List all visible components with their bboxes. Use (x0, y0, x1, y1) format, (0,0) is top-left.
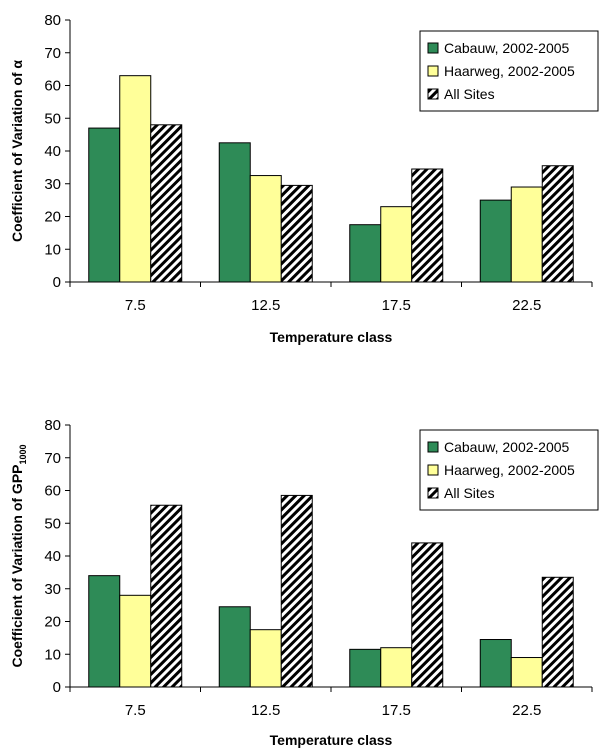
legend-label: Cabauw, 2002-2005 (444, 40, 570, 56)
y-tick-label: 10 (44, 241, 61, 258)
y-tick-label: 40 (44, 548, 61, 565)
y-tick-label: 40 (44, 143, 61, 160)
bar-haarweg-22-5 (510, 657, 543, 688)
x-tick-label: 7.5 (125, 702, 146, 719)
y-tick-label: 70 (44, 45, 61, 62)
bar-all-sites-7-5 (150, 504, 183, 688)
bar-haarweg-22-5 (510, 186, 543, 283)
x-tick-label: 22.5 (512, 297, 541, 314)
legend-label: All Sites (444, 485, 495, 501)
legend-swatch-haarweg (427, 464, 439, 476)
bar-haarweg-17-5 (380, 206, 413, 283)
legend-label: Cabauw, 2002-2005 (444, 439, 570, 455)
bar-haarweg-12-5 (249, 629, 282, 688)
y-tick-label: 0 (53, 679, 61, 696)
legend-label: Haarweg, 2002-2005 (444, 63, 575, 79)
bar-cabauw-7-5 (88, 127, 121, 283)
bar-all-sites-7-5 (150, 124, 183, 283)
y-tick-label: 50 (44, 515, 61, 532)
y-axis-title-text: Coefficient of Variation of GPP (9, 465, 25, 668)
y-tick-label: 10 (44, 646, 61, 663)
y-axis-title-text: Coefficient of Variation of α (9, 60, 25, 242)
bar-haarweg-7-5 (119, 594, 152, 688)
x-tick-label: 12.5 (251, 297, 280, 314)
x-tick-label: 12.5 (251, 702, 280, 719)
bar-all-sites-17-5 (411, 168, 444, 283)
x-tick-label: 7.5 (125, 297, 146, 314)
bar-cabauw-12-5 (218, 606, 251, 688)
bar-all-sites-22-5 (541, 165, 574, 283)
bar-cabauw-12-5 (218, 142, 251, 283)
bar-haarweg-12-5 (249, 175, 282, 283)
x-tick-label: 17.5 (382, 702, 411, 719)
y-tick-label: 20 (44, 209, 61, 226)
bar-cabauw-17-5 (349, 224, 382, 283)
y-tick-label: 50 (44, 110, 61, 127)
y-tick-label: 60 (44, 78, 61, 95)
legend-swatch-all-sites (427, 88, 439, 100)
legend-swatch-cabauw (427, 441, 439, 453)
legend-box (419, 30, 599, 112)
legend-swatch-cabauw (427, 42, 439, 54)
bar-all-sites-12-5 (280, 184, 313, 283)
y-axis-title-subscript: 1000 (18, 444, 28, 464)
bar-all-sites-22-5 (541, 576, 574, 688)
bar-cabauw-17-5 (349, 648, 382, 688)
y-tick-label: 30 (44, 176, 61, 193)
x-tick-label: 22.5 (512, 702, 541, 719)
legend-box (419, 429, 599, 511)
bar-cabauw-7-5 (88, 575, 121, 688)
bar-cabauw-22-5 (479, 639, 512, 688)
legend-swatch-all-sites (427, 487, 439, 499)
y-tick-label: 60 (44, 483, 61, 500)
chart-gpp: 0 10 20 30 40 50 60 70 80 7.5 12.5 17.5 22.5 Temperat… (9, 417, 599, 748)
legend-label: Haarweg, 2002-2005 (444, 462, 575, 478)
legend-swatch-haarweg (427, 65, 439, 77)
bar-all-sites-12-5 (280, 494, 313, 688)
bar-haarweg-17-5 (380, 647, 413, 688)
y-axis-title: Coefficient of Variation of GPP1000 (9, 444, 28, 667)
y-tick-label: 30 (44, 581, 61, 598)
y-tick-label: 0 (53, 274, 61, 291)
y-tick-label: 80 (44, 12, 61, 29)
bar-haarweg-7-5 (119, 75, 152, 283)
y-tick-label: 80 (44, 417, 61, 434)
y-tick-label: 20 (44, 614, 61, 631)
bar-all-sites-17-5 (411, 542, 444, 688)
legend-label: All Sites (444, 86, 495, 102)
x-axis-title: Temperature class (270, 732, 393, 748)
chart-alpha: 0 10 20 30 40 50 60 70 80 7.5 12.5 17.5 22.5 Temperat… (9, 12, 599, 345)
x-axis-title: Temperature class (270, 329, 393, 345)
bar-cabauw-22-5 (479, 199, 512, 283)
y-axis-title: Coefficient of Variation of α (9, 60, 25, 242)
x-tick-label: 17.5 (382, 297, 411, 314)
y-tick-label: 70 (44, 450, 61, 467)
